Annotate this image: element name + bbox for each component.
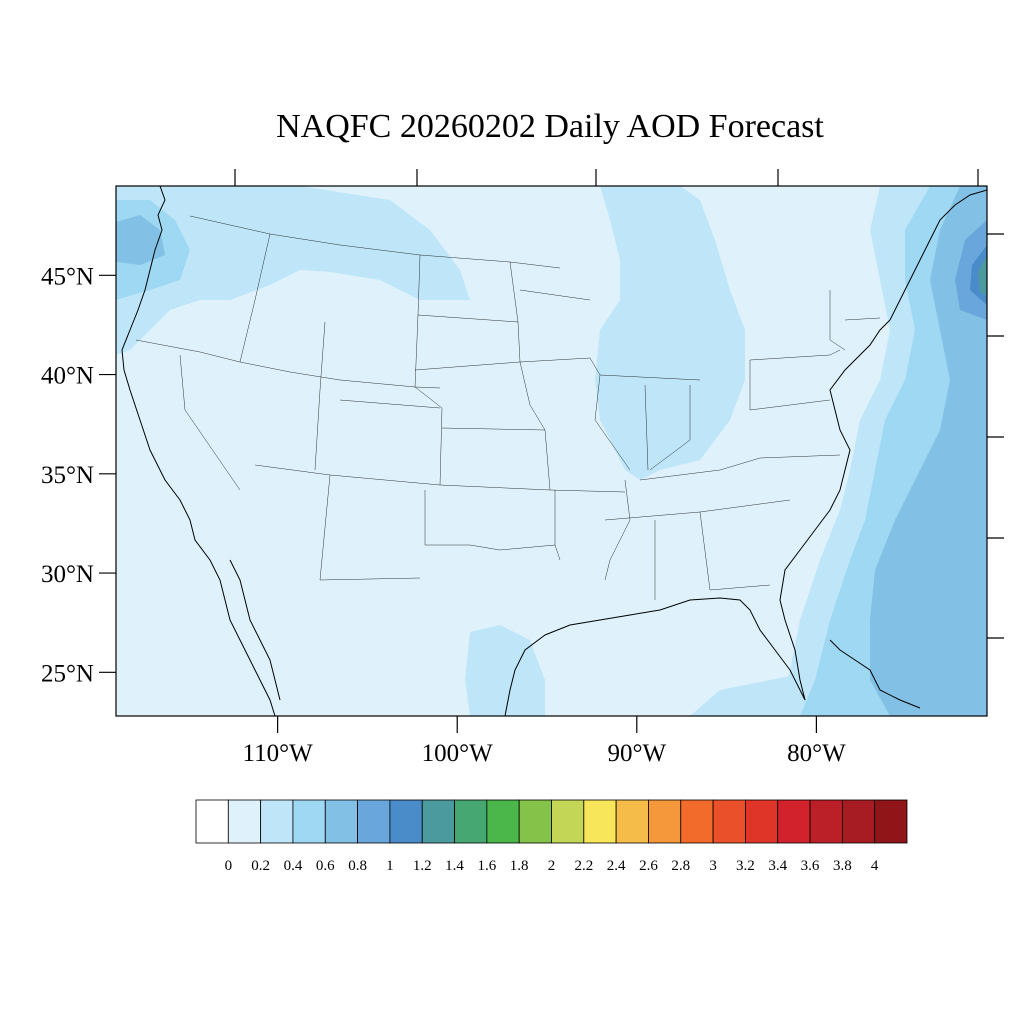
colorbar-swatch	[712, 799, 746, 844]
lat-tick-label: 35°N	[41, 462, 94, 489]
colorbar: 0 0.2 0.4 0.6 0.8 1 1.2 1.4 1.6 1.8 2 2.2 2.4 2.6 2.8 3…	[195, 799, 908, 874]
colorbar-label: 2	[548, 858, 556, 874]
colorbar-label: 2.4	[607, 858, 626, 874]
lon-tick-label: 80°W	[787, 740, 846, 767]
aod-band-1.2-1.4	[978, 255, 987, 296]
colorbar-swatch	[874, 799, 908, 844]
colorbar-label: 3.6	[801, 858, 820, 874]
aod-band-0.6-0.8	[116, 186, 987, 716]
colorbar-swatch	[841, 799, 876, 844]
colorbar-label: 1.2	[413, 858, 432, 874]
colorbar-label: 2.6	[639, 858, 658, 874]
colorbar-label: 1.6	[477, 858, 496, 874]
coastlines	[121, 186, 987, 716]
latitude-axis: 45°N 40°N 35°N 30°N 25°N	[41, 263, 116, 687]
colorbar-swatch	[421, 799, 455, 844]
map-title: NAQFC 20260202 Daily AOD Forecast	[276, 108, 824, 145]
state-borders	[135, 215, 881, 600]
colorbar-swatch	[389, 799, 423, 844]
lat-tick-label: 45°N	[41, 263, 94, 290]
top-axis-ticks	[234, 169, 979, 186]
colorbar-swatch	[809, 799, 843, 844]
lat-tick-label: 30°N	[41, 561, 94, 588]
colorbar-label: 1	[386, 858, 394, 874]
colorbar-label: 0.2	[251, 858, 270, 874]
colorbar-swatch	[680, 799, 714, 844]
colorbar-swatch	[551, 799, 585, 844]
colorbar-swatch	[648, 799, 682, 844]
colorbar-label: 2.2	[574, 858, 593, 874]
colorbar-label: 0.4	[284, 858, 303, 874]
longitude-axis: 110°W 100°W 90°W 80°W	[243, 716, 846, 767]
colorbar-label: 3.8	[833, 858, 852, 874]
colorbar-swatch	[292, 799, 326, 844]
colorbar-label: 0.8	[348, 858, 367, 874]
right-axis-ticks	[987, 233, 1004, 639]
colorbar-swatch	[745, 799, 779, 844]
colorbar-swatch	[260, 799, 294, 844]
colorbar-swatch	[615, 799, 649, 844]
aod-field	[116, 186, 987, 716]
colorbar-label: 0.6	[316, 858, 335, 874]
colorbar-label: 3.4	[768, 858, 787, 874]
colorbar-label: 3.2	[736, 858, 755, 874]
colorbar-swatch	[195, 799, 229, 844]
lon-tick-label: 110°W	[243, 740, 314, 767]
lon-tick-label: 100°W	[422, 740, 493, 767]
colorbar-label: 1.4	[445, 858, 464, 874]
colorbar-label: 3	[709, 858, 717, 874]
colorbar-label: 4	[871, 858, 879, 874]
map-frame	[115, 185, 988, 717]
colorbar-swatch	[777, 799, 811, 844]
lon-tick-label: 90°W	[608, 740, 667, 767]
colorbar-swatch	[518, 799, 552, 844]
colorbar-swatch	[357, 799, 391, 844]
colorbar-label: 2.8	[671, 858, 690, 874]
lat-tick-label: 40°N	[41, 363, 94, 390]
lat-tick-label: 25°N	[41, 660, 94, 687]
colorbar-swatch	[486, 799, 520, 844]
colorbar-label: 0	[225, 858, 233, 874]
colorbar-swatch	[227, 799, 262, 844]
colorbar-label: 1.8	[510, 858, 529, 874]
colorbar-swatch	[583, 799, 617, 844]
colorbar-swatch	[454, 799, 488, 844]
colorbar-swatch	[324, 799, 358, 844]
